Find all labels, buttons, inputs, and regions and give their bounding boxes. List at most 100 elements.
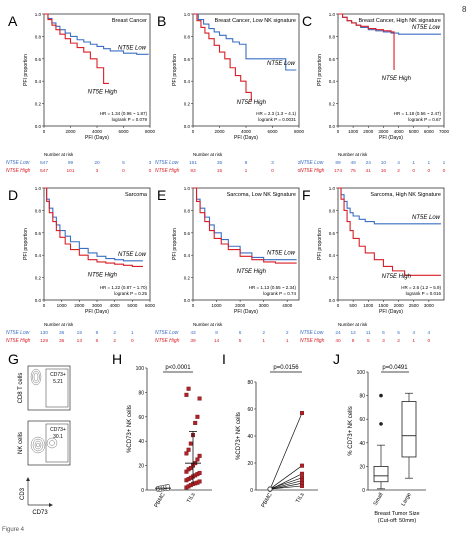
y-axis-label: PFI proportion [23, 54, 29, 86]
gate-percent: 5.21 [53, 379, 63, 385]
y-tick-label: 0.6 [329, 231, 336, 236]
data-point-tils [184, 451, 189, 456]
y-tick-label: 20 [359, 464, 365, 470]
y-tick-label: 60 [138, 415, 144, 421]
y-tick-label: 40 [138, 439, 144, 445]
flow-plot-frame [27, 420, 71, 466]
data-point-tils [197, 470, 202, 475]
x-tick-label: 6000 [145, 303, 156, 308]
x-axis-label: Breast Tumor Size [374, 511, 419, 517]
x-tick-label: 6000 [424, 129, 435, 134]
risk-value-high: 547 [40, 168, 48, 174]
paired-line [269, 465, 303, 490]
y-tick-label: 0 [141, 488, 144, 494]
x-tick-label: 3000 [259, 303, 270, 308]
y-tick-label: 0.8 [184, 34, 191, 39]
p-value-label: p=0.0491 [382, 365, 408, 371]
series-line-nt5e-low [44, 13, 149, 55]
x-tick-label: 2000 [363, 129, 374, 134]
y-tick-label: 1.0 [184, 186, 191, 191]
y-tick-label: 40 [247, 434, 253, 440]
risk-value-low: 161 [189, 160, 197, 166]
plot-frame [192, 13, 300, 127]
y-axis-label: PFI proportion [317, 54, 323, 86]
y-tick-label: 0.6 [184, 57, 191, 62]
hazard-ratio-text: HR = 1.22 (0.87 ~ 1.70) [100, 285, 148, 290]
risk-value-low: 2 [298, 160, 301, 166]
flow-density-contour [32, 438, 44, 452]
y-tick-label: 100 [136, 366, 145, 372]
data-point-tils [188, 441, 193, 446]
panel-letter: I [222, 351, 226, 367]
legend-label-high: NT5E High [382, 76, 412, 82]
plot-frame [192, 187, 300, 301]
risk-row-label-low: NT5E Low [6, 160, 30, 166]
y-tick-label: 80 [138, 390, 144, 396]
x-tick-label: 6000 [267, 129, 278, 134]
outlier-point [379, 393, 383, 398]
risk-value-low: 2 [113, 330, 116, 336]
series-line-nt5e-low [44, 187, 143, 262]
x-tick-label: TILs [186, 492, 197, 504]
x-axis-label: PFI (Days) [234, 309, 258, 315]
risk-value-high: 8 [352, 338, 355, 344]
legend-label-low: NT5E Low [267, 251, 296, 257]
x-tick-label: 3000 [92, 303, 103, 308]
risk-value-high: 1 [245, 168, 248, 174]
hazard-ratio-text: HR = 2.6 (1.2 ~ 5.9) [401, 285, 441, 290]
x-tick-label: 0 [337, 129, 340, 134]
y-tick-label: 0 [250, 488, 253, 494]
risk-value-low: 6 [382, 330, 385, 336]
risk-value-high: 0 [122, 168, 125, 174]
series-line-nt5e-low [338, 187, 441, 225]
series-line-nt5e-low [193, 13, 297, 71]
y-tick-label: 0 [362, 488, 365, 494]
y-tick-label: 0.0 [329, 298, 336, 303]
panel-title: Sarcoma, Low NK Signature [227, 192, 296, 198]
x-axis-label: PFI (Days) [85, 135, 109, 141]
km-panel-a: A0.00.20.40.60.81.00 2000 4000 6000 8000PFI … [6, 12, 156, 174]
risk-value-low: 1 [428, 160, 431, 166]
y-tick-label: 0.0 [329, 124, 336, 129]
panel-letter: A [8, 13, 18, 29]
series-line-nt5e-high [338, 187, 441, 276]
paired-line [269, 485, 303, 490]
y-tick-label: 0.6 [35, 231, 42, 236]
y-tick-label: 60 [359, 417, 365, 423]
flow-density-contour [32, 370, 40, 384]
box-iqr [401, 401, 417, 458]
x-tick-label: 8000 [145, 129, 156, 134]
flow-gate [45, 368, 69, 408]
x-tick-label: 1000 [348, 129, 359, 134]
risk-value-low: 1 [131, 330, 134, 336]
x-tick-label: 1000 [212, 303, 223, 308]
data-point-tils [300, 463, 305, 468]
data-point-tils [300, 483, 305, 488]
series-line-nt5e-high [44, 187, 143, 267]
risk-table-title: Number at risk [338, 322, 368, 327]
flow-density-contour [30, 436, 46, 454]
y-tick-label: 0.4 [184, 79, 191, 84]
panel-letter: J [333, 351, 340, 367]
corner-mark: 8 [462, 5, 467, 14]
y-tick-label: 1.0 [35, 186, 42, 191]
data-point-tils [197, 453, 202, 458]
legend-label-low: NT5E Low [118, 252, 147, 258]
y-tick-label: 0.6 [184, 231, 191, 236]
logrank-p-text: logrank P = 0.016 [406, 291, 442, 296]
series-line-nt5e-high [338, 13, 395, 70]
flow-density-contour [49, 440, 55, 446]
risk-value-low: 89 [335, 160, 341, 166]
plot-frame [337, 13, 445, 127]
risk-value-low: 15 [77, 330, 83, 336]
risk-value-low: 3 [149, 160, 152, 166]
gate-label: CD73+ [50, 427, 66, 433]
y-tick-label: 60 [247, 407, 253, 413]
x-tick-label: 6000 [118, 129, 129, 134]
flow-row-label: CD8 T cells [18, 373, 24, 404]
y-tick-label: 20 [138, 464, 144, 470]
arrow-head-up [26, 477, 30, 481]
risk-value-low: 1 [412, 160, 415, 166]
risk-value-high: 13 [77, 338, 83, 344]
arrow-head-right [49, 503, 53, 507]
